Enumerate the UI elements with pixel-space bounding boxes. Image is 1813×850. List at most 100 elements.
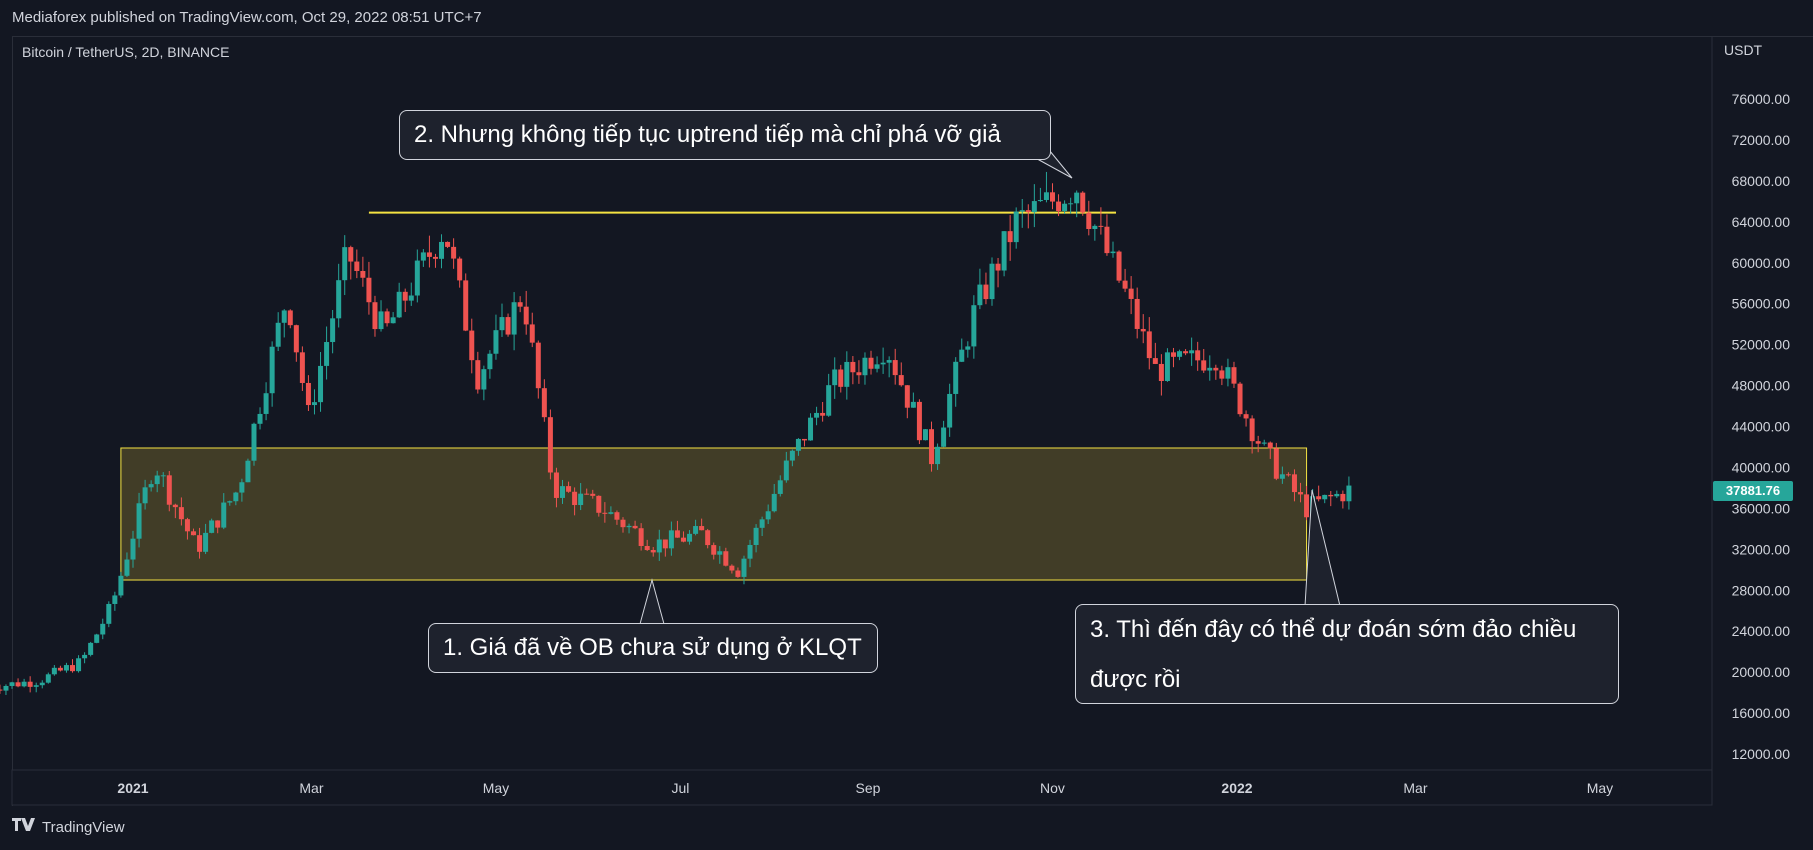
- candle-body: [372, 302, 378, 330]
- candle-body: [481, 369, 487, 390]
- candle-body: [644, 545, 650, 551]
- candle-body: [402, 291, 408, 301]
- annotation-1[interactable]: 1. Giá đã về OB chưa sử dụng ở KLQT: [428, 623, 878, 673]
- candle-body: [148, 484, 154, 488]
- candle-body: [747, 544, 753, 559]
- candle-body: [414, 260, 420, 296]
- candle-body: [1056, 201, 1062, 212]
- candle-body: [1322, 494, 1328, 500]
- candle-body: [789, 450, 795, 461]
- candle-body: [795, 438, 801, 451]
- candle-body: [989, 263, 995, 300]
- candle-body: [451, 246, 457, 259]
- candle-body: [1086, 212, 1092, 230]
- y-tick-label: 24000.00: [1732, 623, 1791, 639]
- candle-body: [166, 475, 172, 505]
- candle-body: [366, 277, 372, 303]
- candle-body: [112, 595, 118, 604]
- candle-body: [735, 570, 741, 577]
- candle-body: [916, 401, 922, 441]
- candle-body: [1031, 201, 1037, 213]
- candle-body: [1122, 280, 1128, 289]
- y-tick-label: 16000.00: [1732, 705, 1791, 721]
- candle-body: [1207, 367, 1213, 371]
- candle-body: [172, 504, 178, 508]
- candle-body: [1231, 367, 1237, 384]
- order-block-zone: [120, 447, 1308, 581]
- y-tick-label: 68000.00: [1732, 173, 1791, 189]
- candle-body: [1025, 210, 1031, 213]
- candle-body: [1316, 496, 1322, 500]
- candle-body: [1340, 493, 1346, 502]
- candle-body: [15, 682, 21, 687]
- annotation-3[interactable]: 3. Thì đến đây có thể dự đoán sớm đảo ch…: [1075, 604, 1619, 704]
- candle-body: [324, 342, 330, 366]
- candle-body: [1128, 288, 1134, 299]
- symbol-title[interactable]: Bitcoin / TetherUS, 2D, BINANCE: [22, 44, 230, 60]
- candle-body: [862, 357, 868, 376]
- candle-body: [687, 533, 693, 542]
- candle-body: [541, 388, 547, 418]
- x-tick-label: 2022: [1221, 780, 1252, 796]
- candle-body: [197, 535, 203, 552]
- candle-body: [233, 492, 239, 502]
- y-tick-label: 48000.00: [1732, 378, 1791, 394]
- annotation-1-pointer: [639, 578, 665, 625]
- annotation-2[interactable]: 2. Nhưng không tiếp tục uptrend tiếp mà …: [399, 110, 1051, 160]
- y-tick-label: 56000.00: [1732, 296, 1791, 312]
- candle-body: [608, 512, 614, 514]
- candle-body: [1110, 251, 1116, 254]
- candle-body: [1267, 442, 1273, 449]
- annotation-3-line2: được rồi: [1090, 666, 1181, 693]
- candle-body: [947, 393, 953, 428]
- candle-body: [844, 361, 850, 387]
- candle-body: [620, 519, 626, 528]
- candle-body: [45, 674, 51, 683]
- candle-body: [390, 317, 396, 324]
- candle-body: [106, 603, 112, 624]
- candle-body: [517, 302, 523, 307]
- candle-body: [1062, 203, 1068, 212]
- published-by-text: Mediaforex published on TradingView.com,…: [12, 9, 482, 26]
- candle-body: [892, 360, 898, 376]
- candle-body: [360, 270, 366, 278]
- candle-body: [1304, 494, 1310, 518]
- candle-body: [142, 487, 148, 504]
- candle-body: [1158, 363, 1164, 381]
- candle-body: [245, 460, 251, 483]
- candle-body: [281, 310, 287, 323]
- candle-body: [1273, 448, 1279, 479]
- y-tick-label: 60000.00: [1732, 255, 1791, 271]
- annotation-3-line1: 3. Thì đến đây có thể dự đoán sớm đảo ch…: [1090, 616, 1577, 643]
- candle-body: [439, 241, 445, 259]
- candle-body: [1080, 192, 1086, 213]
- currency-label[interactable]: USDT: [1724, 42, 1763, 58]
- candle-body: [668, 530, 674, 549]
- candle-body: [21, 681, 27, 687]
- candle-body: [560, 486, 566, 498]
- candle-body: [1164, 352, 1170, 381]
- candle-body: [51, 667, 57, 675]
- x-tick-label: Mar: [299, 780, 323, 796]
- candle-body: [584, 493, 590, 495]
- candle-body: [408, 295, 414, 301]
- candle-body: [904, 385, 910, 408]
- candle-body: [626, 525, 632, 528]
- candle-body: [318, 365, 324, 403]
- candle-body: [1146, 331, 1152, 359]
- candle-body: [378, 311, 384, 330]
- candle-body: [729, 565, 735, 571]
- candle-body: [1098, 225, 1104, 227]
- candle-body: [469, 330, 475, 361]
- candle-body: [330, 318, 336, 343]
- candle-body: [838, 369, 844, 387]
- candle-body: [602, 512, 608, 514]
- candle-body: [662, 539, 668, 549]
- candle-body: [1219, 370, 1225, 379]
- candle-body: [348, 247, 354, 262]
- candle-body: [572, 491, 578, 506]
- candle-body: [0, 689, 3, 691]
- candle-body: [1049, 192, 1055, 202]
- time-axis-pane: [11, 769, 1713, 806]
